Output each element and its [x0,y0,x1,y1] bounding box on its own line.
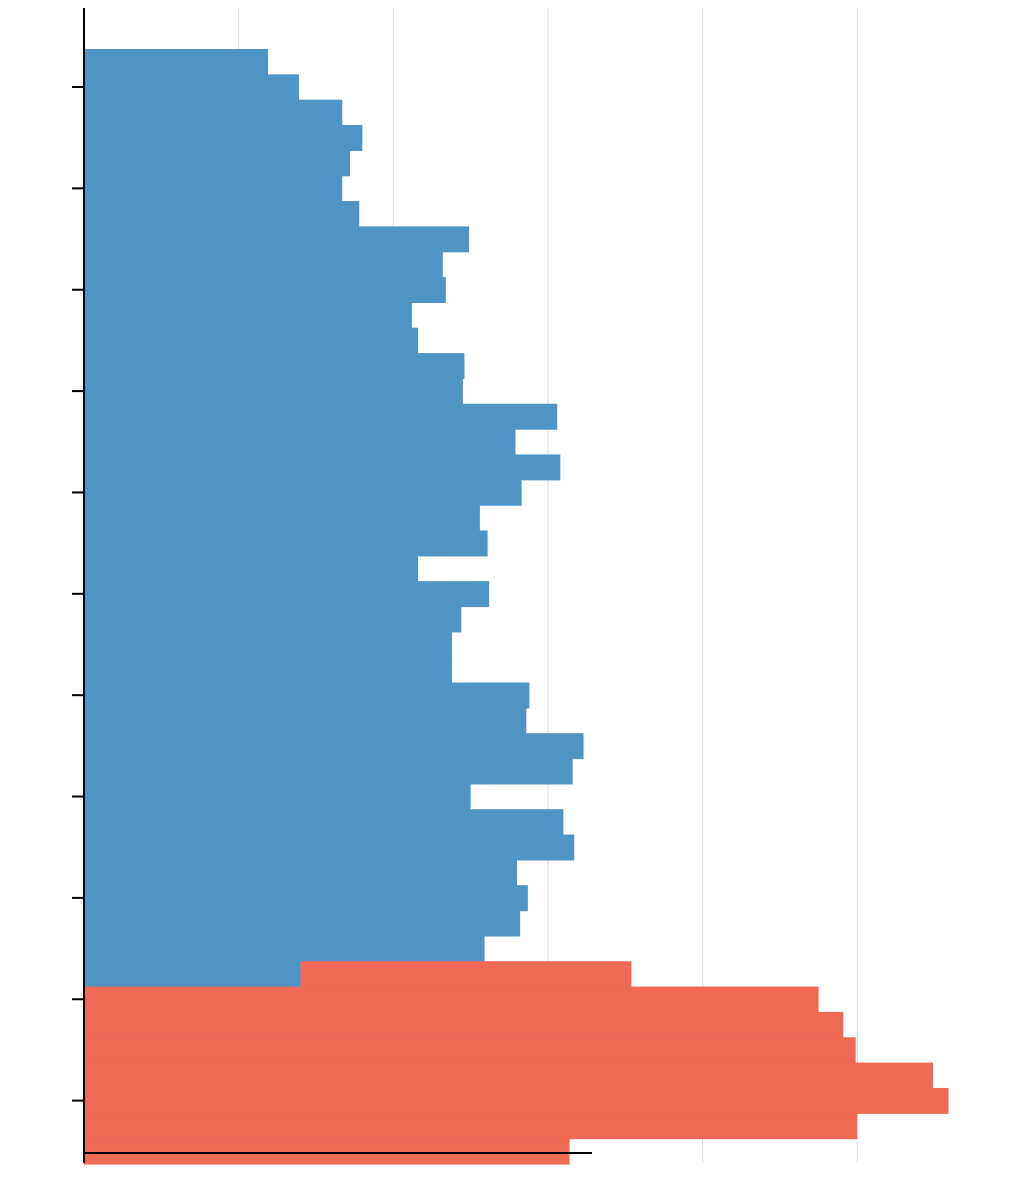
bar [84,1113,858,1140]
bar [84,479,522,506]
bar [84,1087,949,1114]
bar [84,809,564,836]
bars [84,49,949,1165]
bar [84,1138,570,1165]
bar [84,403,558,430]
bar [84,530,488,557]
bar [84,606,462,633]
bar [84,49,269,75]
bar [84,454,561,481]
bar [84,1011,844,1038]
bar [84,125,363,151]
bar [84,581,490,608]
bar [84,353,465,380]
bar [84,682,530,709]
bar [84,555,419,582]
bar [84,150,350,177]
bar [84,378,463,405]
bar [84,99,343,126]
bar [84,733,584,760]
bar [84,935,485,962]
bar [84,226,470,253]
bar [84,302,412,329]
bar [84,910,521,937]
bar [84,657,453,684]
bar [84,834,575,861]
bar [84,251,443,278]
bar [84,74,299,101]
axes [72,8,592,1163]
bar [84,859,518,886]
bar-segment [300,961,632,988]
bar [84,1062,934,1089]
bar [84,429,516,456]
bar [84,885,528,912]
bar [84,1037,856,1064]
bar [84,505,480,532]
bar [84,758,573,785]
bar [84,631,453,658]
bar [84,961,301,988]
bar [84,783,471,810]
bar [84,327,419,354]
bar [84,175,343,202]
bar [84,986,819,1013]
bar [84,277,446,303]
bar [84,201,360,227]
bar [84,707,527,734]
